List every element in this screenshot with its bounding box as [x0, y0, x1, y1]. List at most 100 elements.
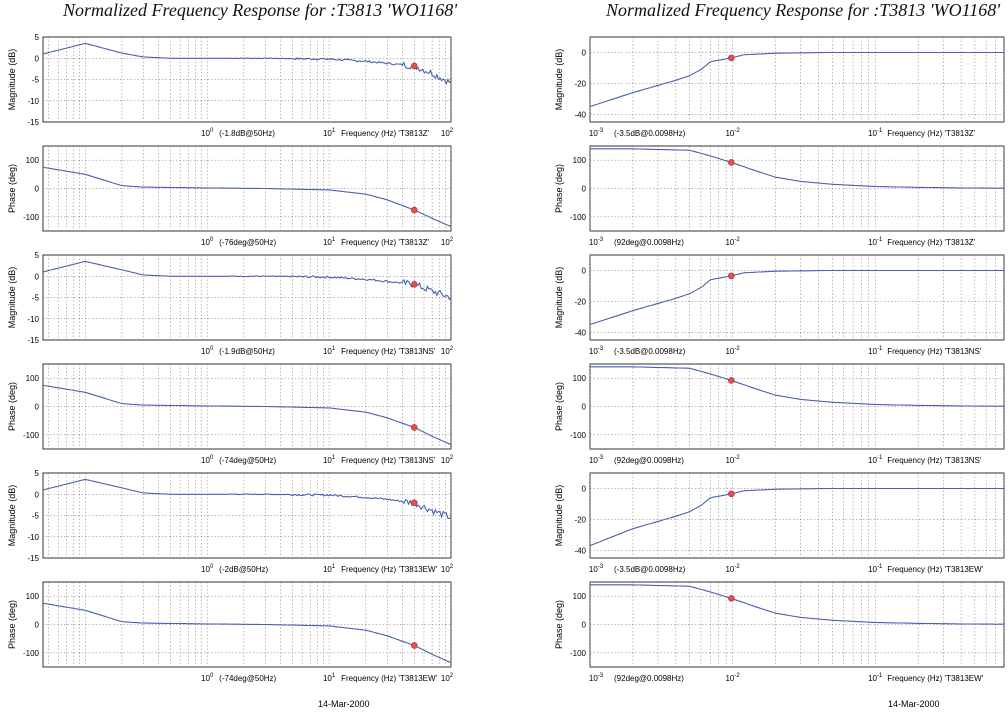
y-tick-label: 5 — [35, 33, 40, 42]
y-tick-label: 0 — [582, 621, 587, 630]
series-line — [42, 384, 452, 446]
y-tick-label: -15 — [27, 336, 39, 345]
data-marker — [411, 499, 418, 507]
y-tick-label: -100 — [570, 649, 587, 658]
y-tick-label: 0 — [582, 48, 587, 57]
y-axis-label: Phase (deg) — [7, 382, 17, 431]
data-marker — [411, 642, 418, 649]
left-title: Normalized Frequency Response for :T3813… — [63, 0, 458, 20]
y-axis-label: Phase (deg) — [554, 600, 564, 649]
right-date: 14-Mar-2000 — [888, 699, 940, 709]
y-tick-label: -100 — [23, 431, 40, 440]
y-axis-label: Magnitude (dB) — [7, 267, 17, 329]
x-tick-label: 101 — [323, 128, 336, 138]
plot-panel-0-5: 100 0 -100 Phase (deg) 100 101 102 (-74deg@50Hz… — [7, 581, 454, 683]
y-tick-label: -100 — [570, 213, 587, 222]
y-tick-label: -40 — [574, 546, 586, 555]
y-axis-label: Magnitude (dB) — [554, 49, 564, 111]
plot-panel-0-1: 100 0 -100 Phase (deg) 100 101 102 (-76deg@50Hz… — [7, 145, 454, 247]
x-tick-label: 102 — [441, 237, 454, 247]
x-axis-label: Frequency (Hz) 'T3813Z' — [887, 238, 975, 247]
y-tick-label: -20 — [574, 297, 586, 306]
x-tick-label: 102 — [441, 455, 454, 465]
x-tick-label: 10-2 — [725, 455, 740, 465]
marker-annotation: (92deg@0.0098Hz) — [614, 456, 684, 465]
x-tick-label: 100 — [201, 346, 214, 356]
plot-frame — [589, 254, 1005, 341]
x-tick-label: 10-1 — [868, 564, 883, 574]
plot-panel-1-1: 100 0 -100 Phase (deg) 10-3 10-2 10-1 (92deg@0.… — [554, 145, 1005, 247]
plot-panel-1-4: 0 -20 -40 Magnitude (dB) 10-3 10-2 10-1 (-3.5dB… — [554, 472, 1005, 574]
x-tick-label: 10-3 — [589, 237, 604, 247]
data-marker — [411, 62, 418, 70]
x-tick-label: 100 — [201, 128, 214, 138]
y-tick-label: 0 — [35, 272, 40, 281]
y-tick-label: 0 — [35, 54, 40, 63]
x-tick-label: 101 — [323, 346, 336, 356]
y-tick-label: -100 — [23, 649, 40, 658]
y-tick-label: 5 — [35, 251, 40, 260]
y-tick-label: 0 — [35, 490, 40, 499]
x-tick-label: 10-1 — [868, 673, 883, 683]
x-axis-label: Frequency (Hz) 'T3813NS' — [887, 347, 982, 356]
left-date: 14-Mar-2000 — [318, 699, 370, 709]
y-tick-label: -10 — [27, 97, 39, 106]
y-tick-label: 0 — [582, 403, 587, 412]
plot-panel-0-2: 5 0 -5 -10 -15 Magnitude (dB) 100 101 102 (-1.9dB… — [7, 251, 454, 356]
y-tick-label: -10 — [27, 315, 39, 324]
x-tick-label: 102 — [441, 673, 454, 683]
data-marker — [411, 281, 418, 288]
plot-panel-1-3: 100 0 -100 Phase (deg) 10-3 10-2 10-1 (92deg@0.… — [554, 363, 1005, 465]
series-line — [589, 51, 1004, 108]
y-tick-label: 100 — [26, 592, 40, 601]
y-tick-label: 100 — [26, 374, 40, 383]
series-line — [589, 269, 1004, 326]
data-marker — [728, 490, 735, 498]
marker-annotation: (-2dB@50Hz) — [219, 565, 268, 574]
y-axis-label: Phase (deg) — [554, 164, 564, 213]
marker-annotation: (92deg@0.0098Hz) — [614, 674, 684, 683]
y-tick-label: 0 — [35, 403, 40, 412]
x-tick-label: 10-1 — [868, 346, 883, 356]
x-tick-label: 10-2 — [725, 128, 740, 138]
x-tick-label: 10-3 — [589, 128, 604, 138]
y-axis-label: Phase (deg) — [7, 164, 17, 213]
x-tick-label: 102 — [441, 128, 454, 138]
x-tick-label: 10-2 — [725, 564, 740, 574]
y-tick-label: -100 — [570, 431, 587, 440]
plot-panel-0-3: 100 0 -100 Phase (deg) 100 101 102 (-74deg@50Hz… — [7, 363, 454, 465]
x-tick-label: 100 — [201, 564, 214, 574]
y-tick-label: 100 — [573, 156, 587, 165]
y-tick-label: 0 — [35, 185, 40, 194]
right-title: Normalized Frequency Response for :T3813… — [606, 0, 1001, 20]
x-axis-label: Frequency (Hz) 'T3813NS' — [341, 347, 436, 356]
x-tick-label: 102 — [441, 346, 454, 356]
y-tick-label: 0 — [582, 266, 587, 275]
marker-annotation: (-1.8dB@50Hz) — [219, 129, 275, 138]
x-axis-label: Frequency (Hz) 'T3813EW' — [341, 674, 437, 683]
x-tick-label: 100 — [201, 673, 214, 683]
x-tick-label: 101 — [323, 455, 336, 465]
y-axis-label: Phase (deg) — [7, 600, 17, 649]
series-line — [590, 148, 1004, 189]
y-tick-label: 0 — [35, 621, 40, 630]
x-tick-label: 101 — [323, 564, 336, 574]
y-tick-label: -5 — [32, 512, 40, 521]
series-line — [42, 260, 452, 301]
y-axis-label: Magnitude (dB) — [554, 267, 564, 329]
marker-annotation: (-3.5dB@0.0098Hz) — [614, 347, 686, 356]
marker-annotation: (-74deg@50Hz) — [219, 674, 276, 683]
y-tick-label: 5 — [35, 469, 40, 478]
series-line — [590, 584, 1004, 625]
marker-annotation: (-3.5dB@0.0098Hz) — [614, 129, 686, 138]
x-tick-label: 10-1 — [868, 237, 883, 247]
x-tick-label: 100 — [201, 455, 214, 465]
y-axis-label: Phase (deg) — [554, 382, 564, 431]
x-axis-label: Frequency (Hz) 'T3813Z' — [341, 238, 429, 247]
plot-panel-0-4: 5 0 -5 -10 -15 Magnitude (dB) 100 101 102 (-2dB@5… — [7, 469, 454, 574]
y-tick-label: 0 — [582, 185, 587, 194]
plot-panel-1-5: 100 0 -100 Phase (deg) 10-3 10-2 10-1 (92deg@0.… — [554, 581, 1005, 683]
y-tick-label: -100 — [23, 213, 40, 222]
x-axis-label: Frequency (Hz) 'T3813EW' — [887, 674, 983, 683]
